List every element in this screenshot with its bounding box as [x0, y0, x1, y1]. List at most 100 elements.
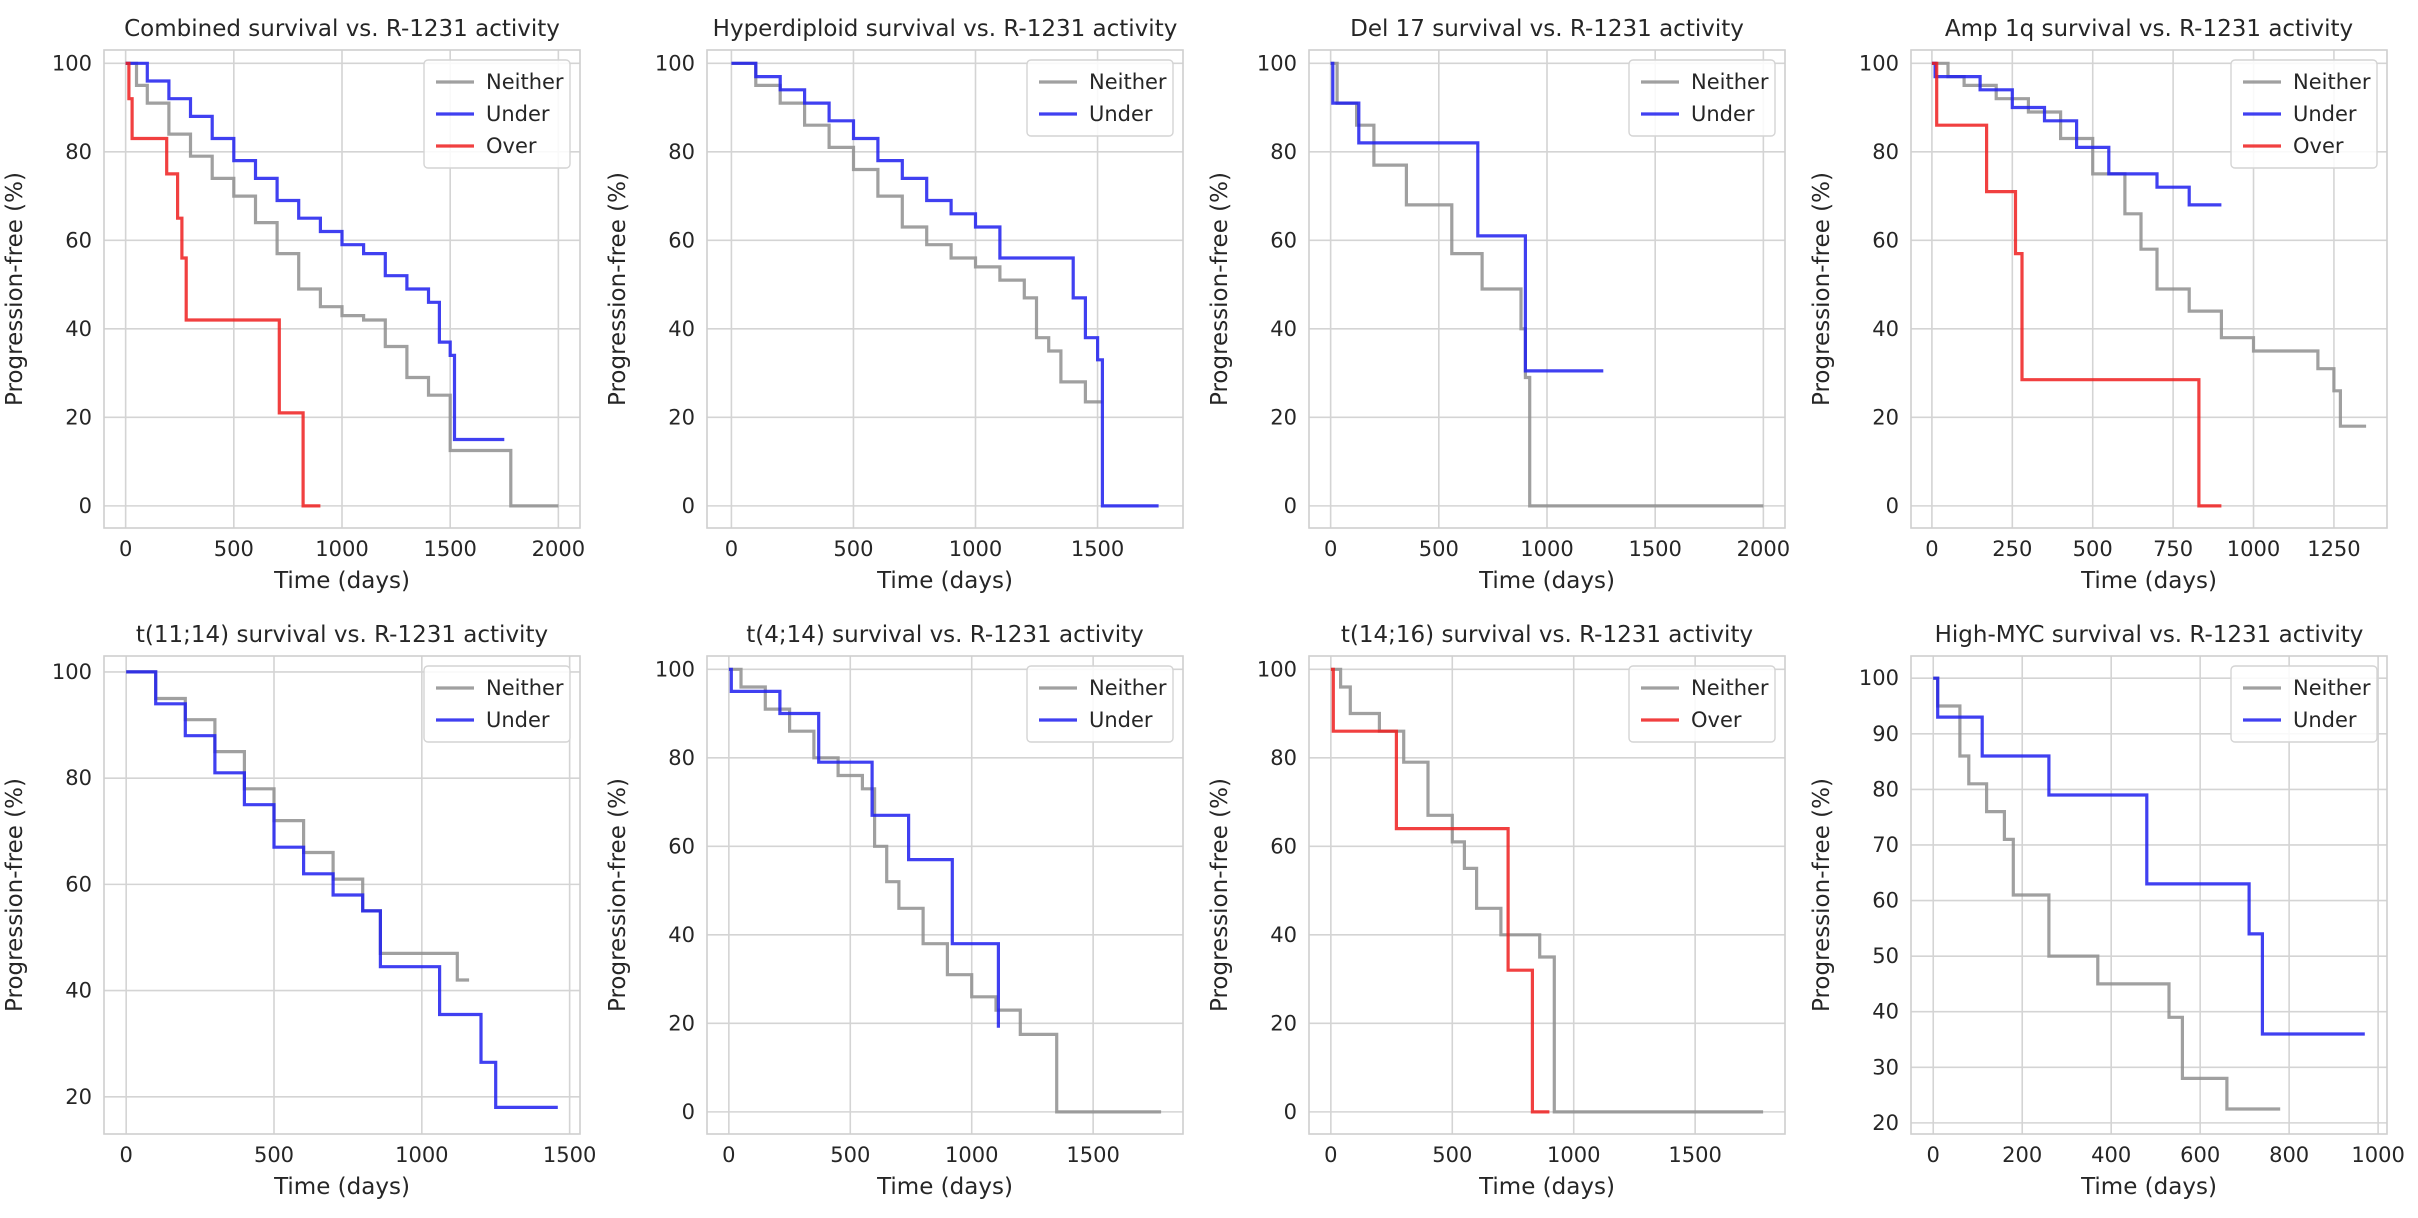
x-tick-label: 1500 [1668, 1143, 1721, 1167]
x-tick-label: 2000 [532, 537, 585, 561]
y-tick-label: 60 [65, 872, 92, 896]
y-tick-label: 80 [1270, 746, 1297, 770]
y-tick-label: 40 [668, 923, 695, 947]
panel-2: 0 500 1000 1500 0 20 40 60 80 100 Time (days) Progr… [605, 16, 1184, 594]
chart-title: Del 17 survival vs. R-1231 activity [1350, 16, 1744, 42]
legend-box [423, 665, 571, 743]
legend-label: Under [1089, 708, 1153, 732]
x-tick-label: 1000 [2351, 1143, 2404, 1167]
series-line-over [1330, 667, 1550, 1114]
y-tick-label: 90 [1872, 722, 1899, 746]
y-tick-label: 20 [1872, 405, 1899, 429]
y-tick-label: 40 [1270, 923, 1297, 947]
x-tick-label: 1000 [945, 1143, 998, 1167]
legend-label: Under [1691, 102, 1755, 126]
series-line-under [731, 61, 1159, 508]
y-tick-label: 40 [65, 317, 92, 341]
legend: Neither Under [1026, 665, 1174, 743]
panel-7: 0 500 1000 1500 0 20 40 60 80 100 Time (days) Progr… [1207, 622, 1786, 1200]
y-tick-label: 60 [668, 834, 695, 858]
x-tick-label: 400 [2091, 1143, 2131, 1167]
legend: Neither Under [423, 665, 571, 743]
y-tick-label: 100 [1859, 666, 1899, 690]
x-tick-label: 500 [2073, 537, 2113, 561]
y-tick-label: 80 [1872, 140, 1899, 164]
x-tick-label: 1000 [315, 537, 368, 561]
legend-label: Over [1691, 708, 1742, 732]
x-tick-label: 1500 [423, 537, 476, 561]
legend-label: Under [2293, 708, 2357, 732]
legend-label: Neither [486, 70, 564, 94]
y-tick-label: 80 [1872, 777, 1899, 801]
legend: Neither Under [1026, 59, 1174, 137]
plot-frame [1308, 49, 1786, 529]
x-tick-label: 1000 [395, 1143, 448, 1167]
legend-label: Neither [1089, 676, 1167, 700]
plot-frame [1308, 655, 1786, 1135]
series-line-under [126, 670, 558, 1109]
series-line-neither [1330, 667, 1764, 1114]
series-line-neither [731, 61, 1103, 404]
y-tick-label: 40 [65, 979, 92, 1003]
legend-label: Under [486, 708, 550, 732]
x-tick-label: 1000 [1520, 537, 1573, 561]
legend: Neither Under [1628, 59, 1776, 137]
y-tick-label: 0 [1284, 494, 1297, 518]
y-tick-label: 40 [1872, 317, 1899, 341]
y-tick-label: 60 [1270, 834, 1297, 858]
legend: Neither Over [1628, 665, 1776, 743]
y-tick-label: 20 [65, 405, 92, 429]
chart-title: t(11;14) survival vs. R-1231 activity [136, 622, 548, 648]
series-line-over [1931, 61, 2222, 508]
series-line-neither [1933, 676, 2281, 1111]
x-tick-label: 500 [1432, 1143, 1472, 1167]
legend-box [2230, 59, 2378, 169]
legend-box [1026, 665, 1174, 743]
x-axis-label: Time (days) [1478, 1174, 1615, 1200]
y-tick-label: 40 [1270, 317, 1297, 341]
x-tick-label: 1000 [949, 537, 1002, 561]
legend-box [1628, 665, 1776, 743]
legend-label: Neither [1691, 70, 1769, 94]
panel-1: 0 500 1000 1500 2000 0 20 40 60 80 100 Time (days) P… [2, 16, 585, 594]
y-tick-label: 100 [655, 657, 695, 681]
legend-label: Neither [1089, 70, 1167, 94]
x-tick-label: 800 [2269, 1143, 2309, 1167]
plot-frame [103, 655, 581, 1135]
y-tick-label: 60 [668, 228, 695, 252]
series-line-under [728, 667, 1000, 1028]
x-tick-label: 1500 [543, 1143, 596, 1167]
y-tick-label: 80 [65, 766, 92, 790]
series-line-under [125, 61, 505, 442]
x-tick-label: 500 [833, 537, 873, 561]
legend-label: Under [2293, 102, 2357, 126]
x-tick-label: 1500 [1066, 1143, 1119, 1167]
x-tick-label: 0 [1324, 1143, 1337, 1167]
y-axis-label: Progression-free (%) [2, 172, 28, 406]
x-tick-label: 1500 [1628, 537, 1681, 561]
x-axis-label: Time (days) [273, 1174, 410, 1200]
chart-title: Combined survival vs. R-1231 activity [124, 16, 560, 42]
y-tick-label: 20 [1270, 405, 1297, 429]
y-tick-label: 70 [1872, 833, 1899, 857]
chart-title: High-MYC survival vs. R-1231 activity [1935, 622, 2364, 648]
legend-label: Under [486, 102, 550, 126]
y-tick-label: 100 [1257, 51, 1297, 75]
plot-frame [1910, 49, 2388, 529]
x-axis-label: Time (days) [876, 1174, 1013, 1200]
x-tick-label: 200 [2002, 1143, 2042, 1167]
x-axis-label: Time (days) [876, 568, 1013, 594]
legend-box [2230, 665, 2378, 743]
y-tick-label: 20 [1872, 1111, 1899, 1135]
y-axis-label: Progression-free (%) [2, 778, 28, 1012]
plot-frame [1910, 655, 2388, 1135]
x-tick-label: 0 [1324, 537, 1337, 561]
y-axis-label: Progression-free (%) [1207, 778, 1233, 1012]
y-tick-label: 80 [668, 746, 695, 770]
y-tick-label: 30 [1872, 1055, 1899, 1079]
x-tick-label: 0 [1927, 1143, 1940, 1167]
y-axis-label: Progression-free (%) [1809, 778, 1835, 1012]
x-tick-label: 600 [2180, 1143, 2220, 1167]
y-axis-label: Progression-free (%) [605, 172, 631, 406]
